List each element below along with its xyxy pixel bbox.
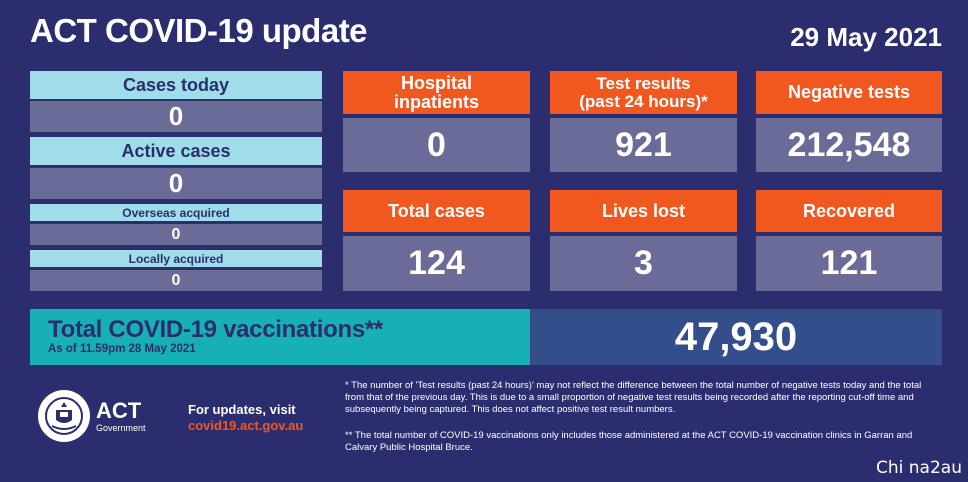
act-logo-text: ACT: [96, 398, 142, 423]
footnote-test-results: * The number of 'Test results (past 24 h…: [345, 380, 922, 415]
hospital-inpatients-label: Hospital inpatients: [343, 71, 530, 114]
recovered-label: Recovered: [756, 190, 942, 232]
overseas-acquired-value: 0: [30, 224, 322, 245]
updates-link[interactable]: covid19.act.gov.au: [188, 418, 304, 433]
locally-acquired-value: 0: [30, 270, 322, 291]
test-results-label: Test results (past 24 hours)*: [550, 71, 737, 114]
locally-acquired-label: Locally acquired: [30, 250, 322, 267]
active-cases-label: Active cases: [30, 137, 322, 165]
hospital-label-line2: inpatients: [393, 91, 479, 112]
recovered-value: 121: [756, 236, 942, 291]
tests-label-line2: (past 24 hours)*: [579, 91, 708, 111]
update-date: 29 May 2021: [790, 22, 942, 52]
hospital-inpatients-value: 0: [343, 118, 530, 172]
watermark: Chi na2au: [876, 458, 962, 478]
footnote-vaccinations: ** The total number of COVID-19 vaccinat…: [345, 430, 913, 453]
vaccinations-title: Total COVID-19 vaccinations**: [48, 316, 383, 343]
hospital-label-line1: Hospital: [400, 72, 472, 93]
negative-tests-label: Negative tests: [756, 71, 942, 114]
vaccinations-value: 47,930: [530, 309, 942, 365]
cases-today-value: 0: [30, 101, 322, 132]
act-logo-subtext: Government: [96, 423, 146, 433]
lives-lost-value: 3: [550, 236, 737, 291]
active-cases-value: 0: [30, 168, 322, 199]
overseas-acquired-label: Overseas acquired: [30, 204, 322, 221]
total-cases-value: 124: [343, 236, 530, 291]
updates-label: For updates, visit: [188, 402, 296, 417]
total-cases-label: Total cases: [343, 190, 530, 232]
vaccinations-subtitle: As of 11.59pm 28 May 2021: [48, 343, 196, 355]
lives-lost-label: Lives lost: [550, 190, 737, 232]
test-results-value: 921: [550, 118, 737, 172]
vaccinations-banner: Total COVID-19 vaccinations** As of 11.5…: [30, 309, 530, 365]
coat-of-arms-icon: [45, 397, 83, 435]
tests-label-line1: Test results: [596, 73, 691, 93]
page-title: ACT COVID-19 update: [30, 12, 368, 49]
cases-today-label: Cases today: [30, 71, 322, 99]
negative-tests-value: 212,548: [756, 118, 942, 172]
act-government-logo: [38, 390, 90, 442]
